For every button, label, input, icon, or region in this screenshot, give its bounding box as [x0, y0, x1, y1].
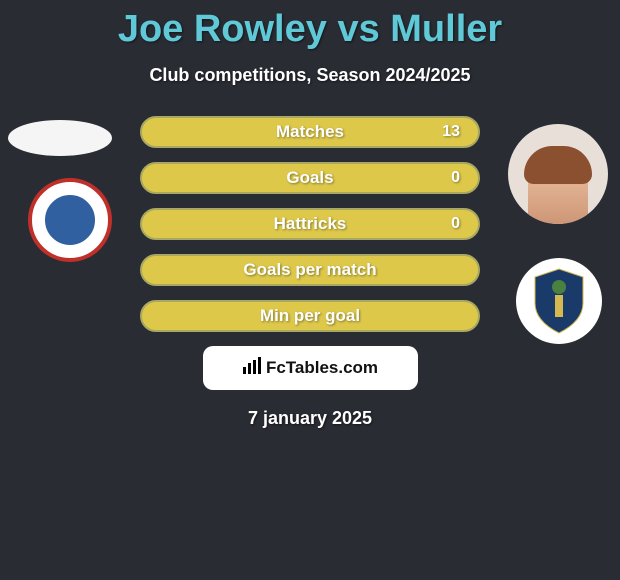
stat-min-per-goal-label: Min per goal	[260, 306, 360, 326]
fctables-logo: FcTables.com	[242, 357, 378, 380]
stat-matches: Matches 13	[140, 116, 480, 148]
stat-matches-label: Matches	[276, 122, 344, 142]
stat-goals-label: Goals	[286, 168, 333, 188]
fctables-logo-text: FcTables.com	[266, 358, 378, 378]
comparison-subtitle: Club competitions, Season 2024/2025	[0, 65, 620, 86]
stat-goals: Goals 0	[140, 162, 480, 194]
club-right-shield-icon	[529, 267, 589, 335]
stat-min-per-goal: Min per goal	[140, 300, 480, 332]
stat-hattricks-value-right: 0	[451, 215, 460, 233]
club-left-badge-inner	[42, 192, 98, 248]
player-left-avatar	[8, 120, 112, 156]
stat-goals-value-right: 0	[451, 169, 460, 187]
club-left-badge	[28, 178, 112, 262]
comparison-date: 7 january 2025	[0, 408, 620, 429]
stat-matches-value-right: 13	[442, 123, 460, 141]
stat-hattricks-label: Hattricks	[274, 214, 347, 234]
club-right-badge	[516, 258, 602, 344]
player-right-hair	[524, 146, 592, 184]
comparison-title: Joe Rowley vs Muller	[0, 0, 620, 51]
stat-hattricks: Hattricks 0	[140, 208, 480, 240]
fctables-logo-box: FcTables.com	[203, 346, 418, 390]
chart-icon	[242, 357, 262, 380]
player-right-avatar	[508, 124, 608, 224]
stat-goals-per-match-label: Goals per match	[243, 260, 376, 280]
stat-goals-per-match: Goals per match	[140, 254, 480, 286]
player-right-face	[528, 154, 588, 224]
stats-container: Matches 13 Goals 0 Hattricks 0 Goals per…	[140, 116, 480, 332]
